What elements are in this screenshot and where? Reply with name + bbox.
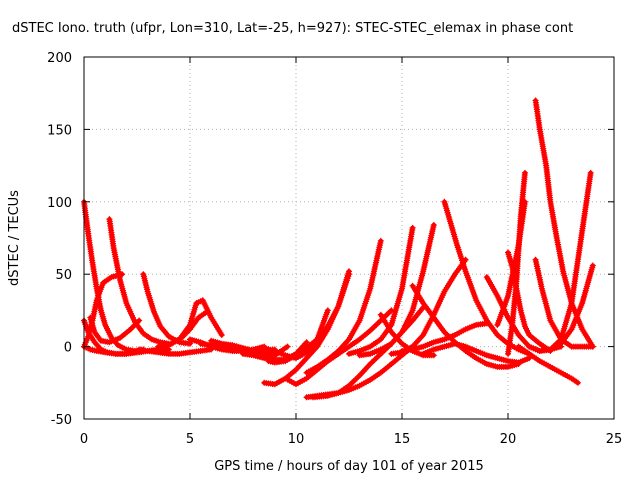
data-point-markers [140, 271, 193, 347]
series-track [536, 262, 596, 354]
x-tick-label: 5 [186, 432, 194, 447]
data-point-markers [441, 198, 533, 357]
x-tick-label: 10 [288, 432, 305, 447]
y-tick-label: 150 [47, 123, 72, 138]
series-track [106, 216, 172, 347]
data-point-markers [532, 256, 596, 350]
plot-frame [83, 56, 615, 420]
data-point-markers [515, 343, 581, 386]
data-point-markers [409, 282, 522, 370]
series-line [261, 269, 352, 387]
x-axis-label: GPS time / hours of day 101 of year 2015 [214, 459, 484, 474]
y-tick-label: 100 [47, 196, 72, 211]
series-track [81, 271, 126, 350]
series-track [136, 346, 215, 357]
series-track [399, 320, 490, 354]
series-track [261, 268, 352, 388]
y-tick-label: 0 [64, 341, 72, 356]
series-track [441, 198, 533, 357]
y-tick-label: 200 [47, 51, 72, 66]
data-point-markers [136, 346, 215, 357]
x-tick-label: 20 [500, 432, 517, 447]
series-track [532, 97, 596, 350]
chart-title: dSTEC Iono. truth (ufpr, Lon=310, Lat=-2… [12, 21, 573, 36]
data-point-markers [420, 340, 533, 366]
data-point-markers [106, 216, 172, 347]
y-tick-label: 50 [55, 268, 72, 283]
series-track [170, 308, 210, 346]
data-point-markers [536, 262, 596, 354]
data-point-markers [494, 198, 528, 328]
data-point-markers [170, 308, 210, 346]
x-tick-label: 0 [80, 432, 88, 447]
series-track [409, 282, 522, 370]
series-track [303, 237, 384, 376]
data-point-markers [303, 237, 384, 376]
data-points [81, 97, 596, 401]
series-track [346, 224, 416, 357]
y-tick-label: -50 [51, 413, 72, 428]
series-track [494, 198, 528, 328]
data-point-markers [261, 268, 352, 388]
series-track [515, 343, 581, 386]
x-tick-label: 15 [394, 432, 411, 447]
series-track [420, 340, 533, 366]
data-point-markers [532, 97, 596, 350]
series-track [155, 297, 225, 350]
x-tick-label: 25 [606, 432, 623, 447]
y-axis-label: dSTEC / TECUs [7, 190, 22, 286]
axis-ticks: 0 5 10 15 20 25 -50 0 50 100 150 200 [47, 51, 622, 447]
